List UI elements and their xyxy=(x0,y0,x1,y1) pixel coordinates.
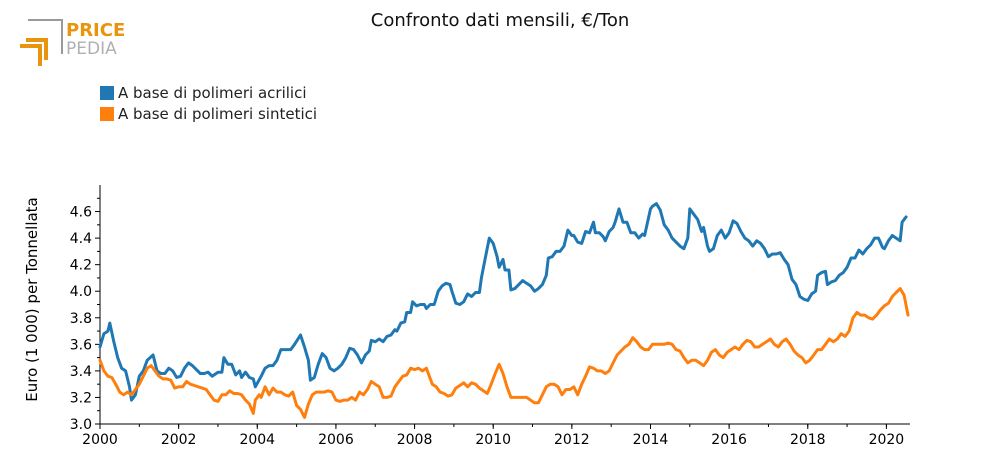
y-tick-label: 4.4 xyxy=(70,231,92,247)
legend-swatch-blue xyxy=(100,85,114,100)
legend-label: A base di polimeri sintetici xyxy=(118,104,318,123)
y-tick-label: 3.4 xyxy=(70,364,92,380)
x-tick-label: 2006 xyxy=(318,432,354,448)
x-tick-label: 2010 xyxy=(475,432,511,448)
legend-swatch-orange xyxy=(100,106,114,121)
y-tick-label: 3.8 xyxy=(70,311,92,327)
x-tick-label: 2002 xyxy=(161,432,197,448)
series-line-sintetici xyxy=(98,287,910,419)
legend-item-acrilici[interactable]: A base di polimeri acrilici xyxy=(100,82,317,103)
y-axis-label: Euro (1 000) per Tonnellata xyxy=(23,197,41,402)
x-tick-label: 2004 xyxy=(239,432,275,448)
logo-text-pedia: PEDIA xyxy=(66,39,117,59)
y-tick-label: 3.6 xyxy=(70,337,92,353)
legend: A base di polimeri acrilici A base di po… xyxy=(100,82,317,124)
y-tick-label: 4.0 xyxy=(70,284,92,300)
y-tick-label: 4.2 xyxy=(70,258,92,274)
x-tick-label: 2018 xyxy=(790,432,826,448)
logo-mark-icon: PRICE PEDIA xyxy=(20,19,125,66)
logo-text-price: PRICE xyxy=(66,20,125,41)
y-tick-label: 4.6 xyxy=(70,205,92,221)
pricepedia-logo: PRICE PEDIA xyxy=(18,18,138,70)
x-tick-label: 2014 xyxy=(633,432,669,448)
series-line-acrilici xyxy=(98,202,908,402)
x-tick-label: 2008 xyxy=(397,432,433,448)
legend-item-sintetici[interactable]: A base di polimeri sintetici xyxy=(100,103,317,124)
legend-label: A base di polimeri acrilici xyxy=(118,83,307,102)
x-tick-label: 2020 xyxy=(869,432,905,448)
x-tick-label: 2012 xyxy=(554,432,590,448)
x-tick-label: 2000 xyxy=(82,432,118,448)
chart-title: Confronto dati mensili, €/Ton xyxy=(370,10,630,31)
y-tick-label: 3.0 xyxy=(70,417,92,433)
y-tick-label: 3.2 xyxy=(70,390,92,406)
x-tick-label: 2016 xyxy=(711,432,747,448)
